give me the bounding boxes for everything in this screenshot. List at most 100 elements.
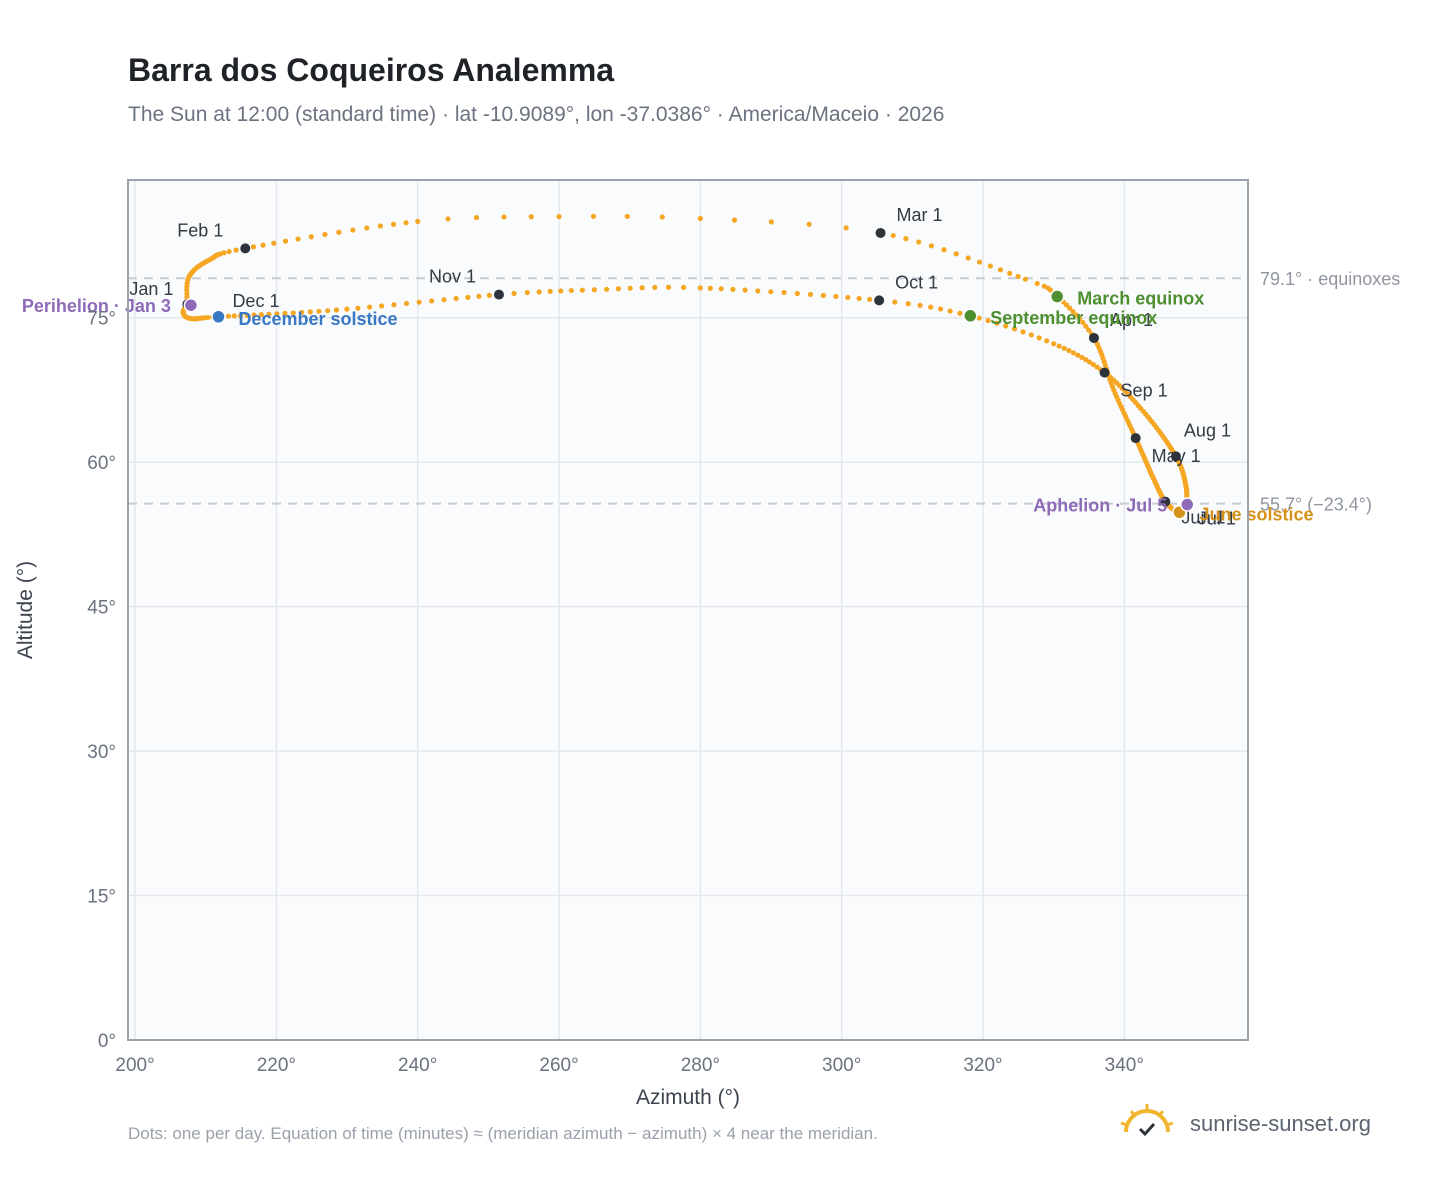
daily-sun-dot (1086, 327, 1092, 333)
daily-sun-dot (615, 286, 622, 292)
daily-sun-dot (558, 288, 564, 294)
daily-sun-dot (833, 293, 839, 300)
x-axis-ticks: 200° 220° 240° 260° 280° 300° 320° 340° (115, 1055, 1144, 1076)
daily-sun-dot (768, 289, 774, 295)
reference-lines: 79.1° · equinoxes 55.7° (−23.4°) (128, 269, 1400, 515)
daily-sun-dot (258, 312, 264, 318)
y-tick-label: 75° (87, 309, 116, 330)
event-marker (183, 297, 199, 313)
daily-sun-dot (590, 213, 597, 219)
footnote: Dots: one per day. Equation of time (min… (128, 1124, 878, 1143)
daily-sun-dot (652, 284, 658, 290)
event-label: June solstice (1199, 504, 1313, 524)
daily-sun-dot (781, 289, 787, 296)
daily-sun-dot (1051, 341, 1057, 347)
daily-sun-dot (403, 300, 410, 307)
daily-sun-dot (476, 293, 482, 299)
daily-sun-dot (1015, 273, 1021, 280)
daily-sun-dot (794, 290, 800, 297)
daily-sun-dot (591, 287, 597, 293)
daily-sun-dot (937, 306, 944, 312)
event-label: Perihelion · Jan 3 (22, 296, 171, 316)
daily-sun-dot (271, 240, 277, 246)
daily-sun-dot (697, 285, 703, 291)
daily-sun-dot (1028, 332, 1034, 338)
daily-sun-dot (1090, 361, 1096, 368)
daily-sun-dot (731, 217, 738, 223)
daily-sun-dot (928, 304, 934, 310)
daily-sun-dot (344, 306, 350, 312)
daily-sun-dot (547, 288, 553, 294)
daily-sun-dot (917, 302, 923, 308)
brand[interactable]: sunrise-sunset.org (1118, 1102, 1371, 1146)
daily-sun-dot (322, 231, 328, 238)
daily-sun-dot (892, 299, 898, 305)
daily-sun-dot (807, 291, 814, 298)
daily-sun-dot (390, 221, 397, 227)
month-label: Jan 1 (129, 279, 173, 299)
daily-sun-dot (1020, 329, 1026, 335)
daily-sun-dot (639, 285, 645, 291)
daily-sun-dot (742, 287, 748, 293)
daily-sun-dot (325, 308, 331, 314)
chart-subtitle: The Sun at 12:00 (standard time) · lat -… (128, 103, 945, 126)
daily-sun-dot (441, 297, 447, 303)
x-tick-label: 200° (115, 1055, 154, 1076)
daily-sun-dot (856, 295, 862, 302)
month-label: Jun 1 (1181, 508, 1225, 528)
y-tick-label: 45° (87, 598, 116, 619)
daily-sun-dot (379, 303, 385, 309)
daily-sun-dot (429, 298, 435, 304)
brand-name[interactable]: sunrise-sunset.org (1190, 1111, 1371, 1136)
daily-sun-dot (403, 220, 409, 226)
plot-frame (127, 179, 1249, 1041)
daily-sun-dot (985, 317, 991, 324)
daily-sun-dot (445, 216, 451, 222)
daily-sun-dot (221, 250, 227, 256)
daily-sun-dot (905, 301, 911, 307)
daily-sun-dot (290, 310, 296, 316)
y-tick-label: 15° (87, 887, 116, 908)
daily-sun-dot (697, 215, 703, 222)
daily-sun-dot (976, 259, 983, 265)
daily-sun-dot (1003, 323, 1009, 329)
daily-sun-dot (1070, 308, 1076, 315)
daily-sun-dot (579, 287, 585, 293)
daily-sun-dot (511, 290, 517, 297)
daily-sun-dot (947, 308, 953, 314)
month-marker (493, 289, 504, 300)
daily-sun-dot (1075, 352, 1081, 358)
event-marker (1179, 497, 1195, 512)
daily-sun-dot (225, 313, 232, 319)
daily-sun-dot (1036, 335, 1042, 341)
daily-sun-dot (524, 289, 530, 296)
daily-sun-dot (486, 292, 492, 298)
daily-sun-dot (707, 285, 713, 291)
daily-sun-dot (903, 236, 909, 242)
daily-sun-dot (604, 286, 610, 292)
daily-sun-dot (568, 287, 574, 294)
daily-sun-dot (941, 247, 947, 253)
daily-sun-dot (250, 244, 257, 250)
daily-sun-dot (391, 302, 397, 308)
event-label: Aphelion · Jul 5 (1033, 496, 1167, 516)
daily-sun-dot (987, 263, 993, 269)
daily-sun-dot (1083, 357, 1089, 363)
month-label: Sep 1 (1121, 381, 1168, 401)
daily-sun-dot (976, 315, 982, 321)
month-label: Feb 1 (177, 220, 223, 240)
month-label: Apr 1 (1110, 310, 1153, 330)
x-axis-title: Azimuth (°) (636, 1086, 740, 1109)
month-label: Aug 1 (1184, 420, 1231, 440)
y-tick-label: 0° (98, 1031, 116, 1052)
daily-sun-dot (465, 294, 471, 300)
daily-sun-dot (843, 225, 849, 231)
daily-sun-dot (350, 227, 356, 233)
daily-sun-dot (251, 312, 257, 318)
daily-sun-dot (1086, 359, 1093, 365)
x-tick-label: 320° (963, 1055, 1002, 1076)
daily-sun-dot (233, 247, 239, 253)
event-label: September equinox (990, 308, 1157, 328)
daily-sun-dot (364, 225, 370, 231)
